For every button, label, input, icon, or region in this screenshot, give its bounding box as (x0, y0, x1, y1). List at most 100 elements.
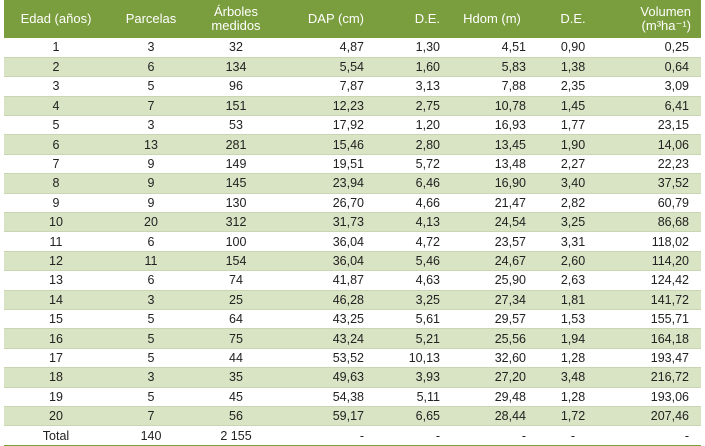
cell-de-hdom: 2,63 (534, 270, 612, 291)
cell-volumen: 114,20 (612, 251, 701, 272)
cell-hdom: 23,57 (450, 231, 534, 252)
cell-de-hdom: 0,90 (534, 38, 612, 58)
cell-de-dap: 2,80 (372, 134, 450, 155)
header-parcelas: Parcelas (125, 11, 177, 26)
cell-de-hdom: 1,94 (534, 328, 612, 349)
cell-de-hdom: 1,28 (534, 387, 612, 407)
table-row: 8 9 145 23,94 6,46 16,90 3,40 37,52 (4, 173, 701, 194)
cell-de-dap: 3,25 (372, 290, 450, 310)
cell-hdom: 16,93 (450, 115, 534, 136)
cell-hdom: - (450, 425, 534, 446)
cell-edad: 6 (4, 134, 108, 155)
cell-parcelas: 5 (108, 387, 194, 407)
cell-dap: 36,04 (278, 231, 372, 252)
table-row: 14 3 25 46,28 3,25 27,34 1,81 141,72 (4, 290, 701, 310)
cell-edad: 12 (4, 251, 108, 272)
cell-edad: 11 (4, 231, 108, 252)
cell-edad: 20 (4, 406, 108, 427)
cell-de-dap: 5,21 (372, 328, 450, 349)
table-row: 16 5 75 43,24 5,21 25,56 1,94 164,18 (4, 328, 701, 349)
header-volumen-line2: (m³ha⁻¹) (641, 18, 691, 33)
cell-arboles: 145 (194, 173, 278, 194)
cell-dap: 49,63 (278, 367, 372, 388)
cell-dap: 43,24 (278, 328, 372, 349)
table-row: 18 3 35 49,63 3,93 27,20 3,48 216,72 (4, 367, 701, 388)
cell-de-dap: 5,11 (372, 387, 450, 407)
cell-dap: 46,28 (278, 290, 372, 310)
table-row: 19 5 45 54,38 5,11 29,48 1,28 193,06 (4, 387, 701, 407)
cell-hdom: 24,67 (450, 251, 534, 272)
cell-volumen: 37,52 (612, 173, 701, 194)
cell-volumen: 193,06 (612, 387, 701, 407)
cell-arboles: 2 155 (194, 425, 278, 446)
cell-de-dap: 3,93 (372, 367, 450, 388)
cell-arboles: 74 (194, 270, 278, 291)
table-row: 4 7 151 12,23 2,75 10,78 1,45 6,41 (4, 96, 701, 117)
table-row: 17 5 44 53,52 10,13 32,60 1,28 193,47 (4, 348, 701, 369)
cell-parcelas: 3 (108, 115, 194, 136)
cell-dap: 17,92 (278, 115, 372, 136)
header-dap: DAP (cm) (307, 11, 364, 26)
cell-de-hdom: 3,48 (534, 367, 612, 388)
cell-arboles: 35 (194, 367, 278, 388)
cell-hdom: 27,20 (450, 367, 534, 388)
cell-hdom: 25,56 (450, 328, 534, 349)
cell-hdom: 24,54 (450, 212, 534, 233)
cell-volumen: 60,79 (612, 193, 701, 214)
cell-hdom: 29,57 (450, 309, 534, 330)
cell-arboles: 134 (194, 57, 278, 78)
table-row: 7 9 149 19,51 5,72 13,48 2,27 22,23 (4, 154, 701, 175)
cell-hdom: 5,83 (450, 57, 534, 78)
cell-volumen: 216,72 (612, 367, 701, 388)
cell-edad: 18 (4, 367, 108, 388)
cell-edad: 2 (4, 57, 108, 78)
cell-parcelas: 9 (108, 193, 194, 214)
cell-de-hdom: 3,25 (534, 212, 612, 233)
cell-edad: 16 (4, 328, 108, 349)
cell-hdom: 29,48 (450, 387, 534, 407)
cell-hdom: 10,78 (450, 96, 534, 117)
cell-volumen: - (612, 425, 701, 446)
cell-arboles: 154 (194, 251, 278, 272)
cell-dap: 15,46 (278, 134, 372, 155)
cell-dap: 43,25 (278, 309, 372, 330)
header-de-hdom: D.E. (560, 11, 586, 26)
cell-edad: 10 (4, 212, 108, 233)
cell-de-hdom: 1,45 (534, 96, 612, 117)
cell-volumen: 0,25 (612, 38, 701, 58)
cell-de-hdom: 2,82 (534, 193, 612, 214)
cell-parcelas: 140 (108, 425, 194, 446)
total-row: Total 140 2 155- - - - - (4, 425, 701, 446)
cell-de-dap: 10,13 (372, 348, 450, 369)
cell-parcelas: 9 (108, 173, 194, 194)
cell-hdom: 16,90 (450, 173, 534, 194)
cell-parcelas: 5 (108, 309, 194, 330)
cell-de-dap: 4,63 (372, 270, 450, 291)
cell-edad: 3 (4, 76, 108, 97)
forest-growth-table: Edad (años) Parcelas Árboles medidos DAP… (4, 0, 701, 446)
cell-edad: 17 (4, 348, 108, 369)
table-header: Edad (años) Parcelas Árboles medidos DAP… (4, 0, 701, 38)
cell-volumen: 141,72 (612, 290, 701, 310)
header-volumen: Volumen (m³ha⁻¹) (612, 0, 701, 38)
cell-edad: 19 (4, 387, 108, 407)
cell-volumen: 0,64 (612, 57, 701, 78)
cell-parcelas: 6 (108, 231, 194, 252)
cell-dap: 5,54 (278, 57, 372, 78)
cell-arboles: 44 (194, 348, 278, 369)
cell-edad: Total (4, 425, 108, 446)
cell-de-hdom: 1,81 (534, 290, 612, 310)
cell-dap: 7,87 (278, 76, 372, 97)
cell-de-hdom: 2,35 (534, 76, 612, 97)
cell-volumen: 164,18 (612, 328, 701, 349)
cell-volumen: 86,68 (612, 212, 701, 233)
cell-hdom: 25,90 (450, 270, 534, 291)
cell-de-hdom: 3,31 (534, 231, 612, 252)
cell-volumen: 23,15 (612, 115, 701, 136)
cell-dap: 53,52 (278, 348, 372, 369)
cell-dap: - (278, 425, 372, 446)
cell-edad: 1 (4, 38, 108, 58)
cell-parcelas: 9 (108, 154, 194, 175)
cell-edad: 7 (4, 154, 108, 175)
cell-edad: 9 (4, 193, 108, 214)
